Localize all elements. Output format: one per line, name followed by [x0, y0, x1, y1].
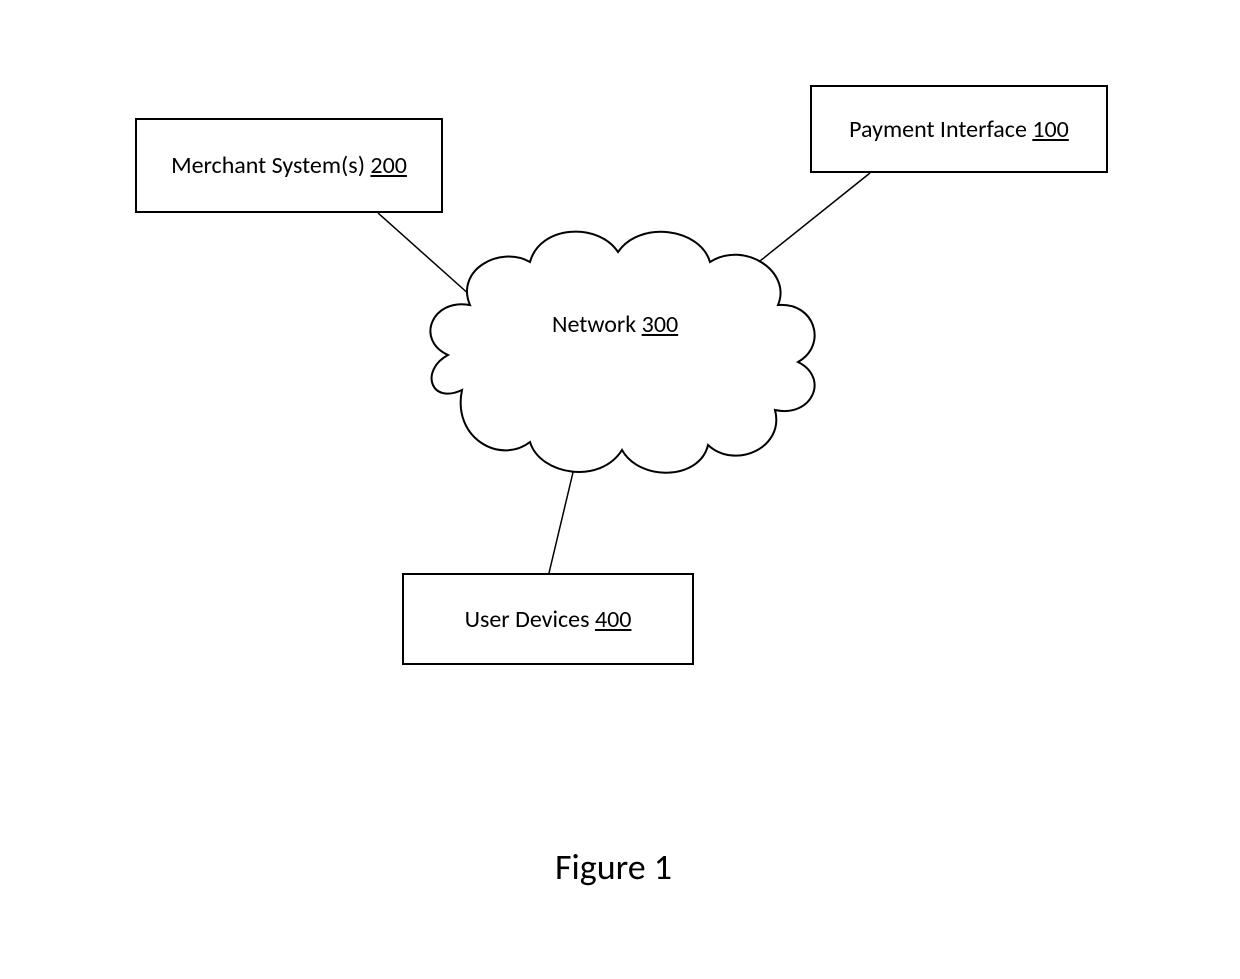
diagram-canvas: Merchant System(s) 200 Payment Interface… — [0, 0, 1240, 979]
network-text: Network — [552, 310, 636, 339]
merchant-system-label: Merchant System(s) 200 — [171, 151, 407, 180]
payment-interface-label: Payment Interface 100 — [849, 115, 1069, 144]
payment-interface-ref: 100 — [1032, 115, 1069, 144]
network-cloud — [430, 232, 814, 473]
user-devices-label: User Devices 400 — [465, 605, 632, 634]
figure-caption-text: Figure 1 — [555, 845, 672, 889]
merchant-system-ref: 200 — [370, 151, 407, 180]
edge-line — [549, 464, 575, 573]
payment-interface-text: Payment Interface — [849, 115, 1027, 144]
figure-caption: Figure 1 — [555, 845, 672, 889]
edge-line — [750, 173, 870, 269]
network-label: Network 300 — [552, 310, 678, 339]
merchant-system-node: Merchant System(s) 200 — [135, 118, 443, 213]
edge-line — [378, 213, 471, 296]
network-ref: 300 — [642, 310, 679, 339]
payment-interface-node: Payment Interface 100 — [810, 85, 1108, 173]
user-devices-node: User Devices 400 — [402, 573, 694, 665]
user-devices-ref: 400 — [595, 605, 632, 634]
merchant-system-text: Merchant System(s) — [171, 151, 365, 180]
user-devices-text: User Devices — [465, 605, 590, 634]
